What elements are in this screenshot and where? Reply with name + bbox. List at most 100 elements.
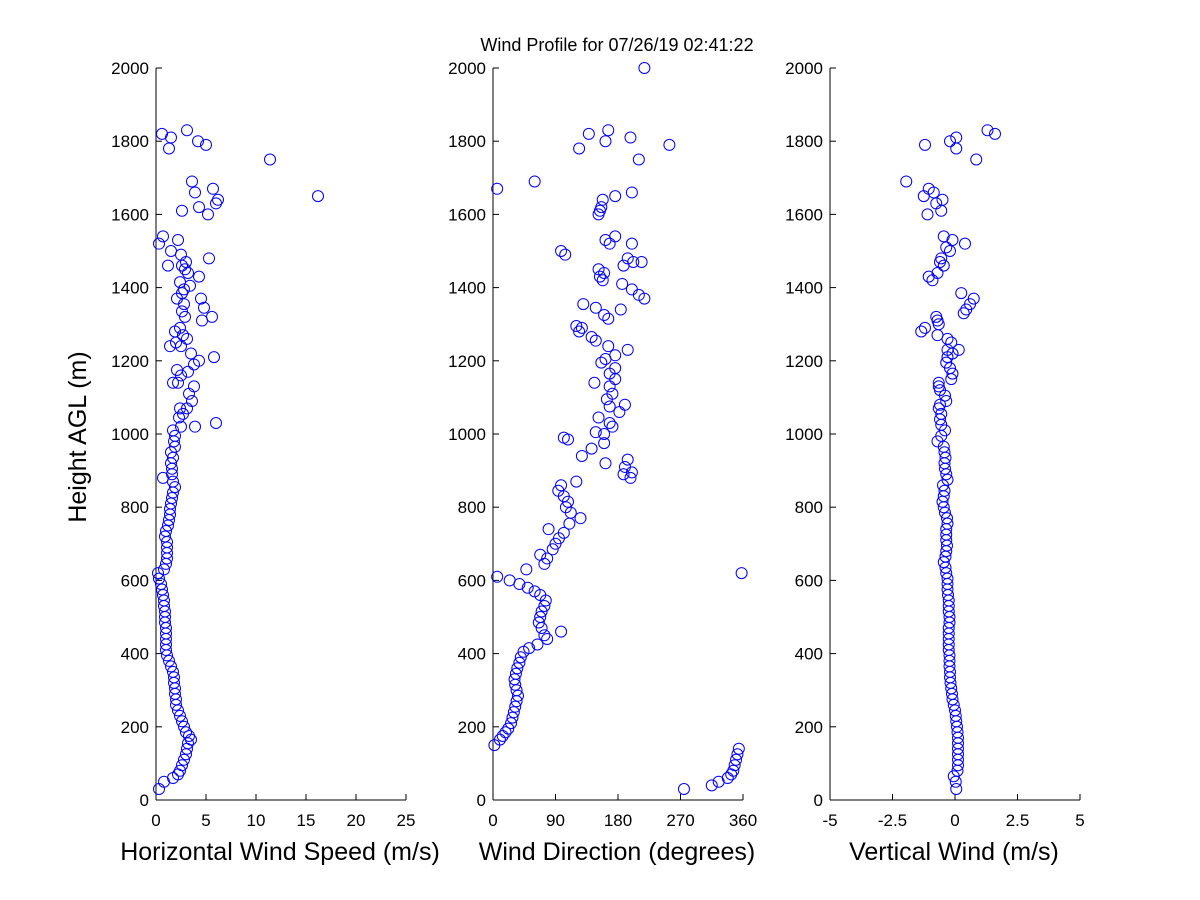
x-tick-label-vertical: 5	[1075, 811, 1084, 830]
data-point	[509, 667, 522, 680]
y-tick-label-direction: 1600	[448, 205, 486, 224]
data-point	[575, 321, 588, 334]
data-point	[936, 193, 949, 206]
data-point	[514, 651, 527, 664]
data-point	[534, 548, 547, 561]
x-axis-label-vertical: Vertical Wind (m/s)	[849, 838, 1059, 866]
y-tick-label-vertical: 600	[795, 571, 823, 590]
data-point	[981, 124, 994, 137]
data-point	[174, 321, 186, 334]
data-point	[179, 263, 191, 276]
data-point	[207, 182, 219, 195]
x-tick-label-direction: 270	[666, 811, 694, 830]
data-point	[955, 287, 968, 300]
data-point	[937, 259, 950, 272]
data-point	[730, 753, 743, 766]
data-point	[940, 356, 953, 369]
data-point	[952, 343, 965, 356]
data-point	[552, 484, 565, 497]
data-point	[932, 376, 945, 389]
data-point	[937, 230, 950, 243]
data-point	[589, 301, 602, 314]
data-point	[172, 376, 184, 389]
data-point	[174, 276, 186, 289]
data-point	[156, 583, 168, 596]
data-point	[166, 492, 178, 505]
y-tick-label-direction: 1200	[448, 352, 486, 371]
data-point	[592, 263, 605, 276]
data-point	[181, 332, 193, 345]
data-point	[944, 245, 956, 257]
x-tick-label-vertical: -2.5	[878, 811, 907, 830]
y-axis-label: Height AGL (m)	[64, 351, 92, 522]
data-point	[210, 417, 222, 430]
data-point	[203, 252, 215, 265]
data-point	[157, 230, 169, 243]
data-point	[202, 208, 214, 221]
data-point	[588, 376, 601, 389]
data-point	[542, 523, 555, 536]
data-point	[186, 395, 198, 408]
data-point	[168, 671, 180, 684]
data-point	[167, 665, 179, 678]
data-point	[165, 660, 177, 673]
data-point	[940, 567, 953, 580]
data-point	[728, 759, 741, 772]
data-points-speed	[152, 124, 324, 796]
data-point	[155, 578, 167, 591]
data-point	[153, 237, 165, 250]
data-point	[945, 336, 958, 349]
data-point	[970, 153, 983, 166]
data-point	[208, 351, 220, 364]
data-point	[618, 398, 631, 411]
data-point	[534, 611, 547, 623]
data-point	[528, 585, 541, 598]
data-point	[153, 572, 165, 585]
data-point	[513, 656, 526, 669]
x-tick-label-direction: 90	[546, 811, 565, 830]
y-tick-label-speed: 200	[121, 718, 149, 737]
y-tick-label-speed: 1600	[111, 205, 149, 224]
y-tick-label-direction: 0	[477, 791, 486, 810]
data-point	[158, 563, 170, 576]
data-point	[614, 303, 627, 316]
data-points-vertical	[900, 124, 1001, 796]
data-point	[175, 420, 187, 433]
data-point	[957, 307, 970, 320]
data-point	[732, 742, 745, 755]
data-point	[592, 208, 605, 221]
data-point	[531, 638, 544, 651]
data-point	[921, 208, 934, 221]
data-point	[934, 398, 946, 411]
data-point	[919, 138, 931, 151]
data-point	[573, 142, 586, 155]
y-tick-label-direction: 800	[458, 498, 486, 517]
data-point	[939, 506, 951, 519]
data-point	[950, 783, 963, 796]
x-tick-label-vertical: 2.5	[1006, 811, 1030, 830]
data-point	[195, 292, 207, 305]
data-point	[179, 310, 191, 323]
x-tick-label-speed: 0	[151, 811, 160, 830]
data-point	[602, 312, 615, 325]
data-point	[198, 301, 210, 314]
data-point	[193, 354, 205, 367]
data-point	[570, 320, 583, 333]
data-point	[577, 298, 590, 311]
data-point	[546, 543, 559, 556]
data-point	[264, 153, 276, 166]
data-point	[625, 283, 638, 296]
data-point	[599, 234, 612, 247]
data-point	[535, 605, 548, 618]
data-point	[585, 442, 598, 455]
data-point	[677, 783, 690, 796]
data-point	[200, 138, 212, 151]
data-point	[538, 600, 551, 613]
y-tick-label-speed: 2000	[111, 59, 149, 78]
data-point	[940, 395, 953, 408]
data-point	[174, 402, 186, 415]
y-tick-label-vertical: 0	[814, 791, 823, 810]
data-point	[176, 204, 188, 217]
